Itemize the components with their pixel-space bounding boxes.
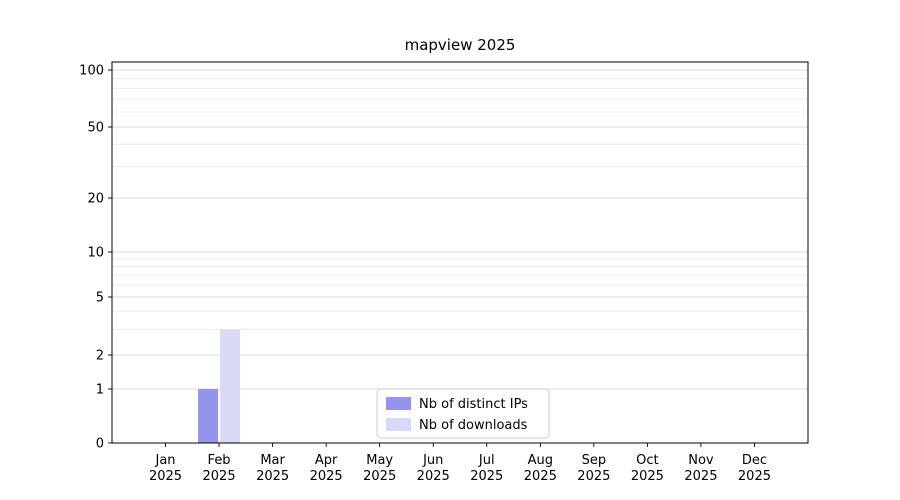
x-tick-label-month: Jun: [422, 453, 443, 468]
legend-swatch-nb-of-downloads: [386, 418, 411, 431]
bar-nb-of-distinct-ips-feb-2025: [198, 389, 219, 443]
x-tick-label-year: 2025: [684, 469, 717, 484]
x-tick-label-year: 2025: [256, 469, 289, 484]
x-tick-label-month: Feb: [208, 453, 231, 468]
y-tick-label: 0: [96, 437, 104, 452]
plot-border: [111, 61, 809, 444]
x-tick-label-month: Sep: [582, 453, 607, 468]
x-tick-label-year: 2025: [149, 469, 182, 484]
x-tick-label-year: 2025: [310, 469, 343, 484]
x-tick-label-year: 2025: [417, 469, 450, 484]
x-tick-label-month: Mar: [260, 453, 285, 468]
bars: [198, 329, 241, 443]
legend-label-nb-of-distinct-ips: Nb of distinct IPs: [419, 397, 528, 412]
y-tick-label: 50: [87, 121, 104, 136]
x-tick-label-month: Jul: [478, 453, 495, 468]
y-tick-label: 1: [96, 383, 104, 398]
x-tick-label-month: May: [366, 453, 393, 468]
x-tick-label-year: 2025: [524, 469, 557, 484]
chart-title: mapview 2025: [405, 36, 516, 54]
y-tick-label: 10: [87, 246, 104, 261]
legend-swatch-nb-of-distinct-ips: [386, 397, 411, 410]
bar-nb-of-downloads-feb-2025: [220, 329, 241, 443]
minor-gridlines: [112, 78, 808, 330]
x-tick-label-month: Dec: [742, 453, 767, 468]
x-tick-label-month: Nov: [688, 453, 714, 468]
y-tick-label: 5: [96, 291, 104, 306]
x-tick-label-year: 2025: [363, 469, 396, 484]
x-tick-label-year: 2025: [631, 469, 664, 484]
x-tick-label-month: Aug: [528, 453, 553, 468]
legend: Nb of distinct IPs Nb of downloads: [376, 388, 550, 439]
legend-box: [376, 388, 550, 439]
x-tick-label-month: Apr: [315, 453, 338, 468]
x-tick-label-year: 2025: [470, 469, 503, 484]
x-tick-label-month: Jan: [155, 453, 176, 468]
legend-label-nb-of-downloads: Nb of downloads: [419, 418, 528, 433]
major-gridlines: [112, 69, 808, 444]
y-tick-label: 100: [79, 64, 104, 79]
y-axis-ticks: 0 1 2 5 10 20 50 100: [79, 64, 112, 452]
x-tick-label-year: 2025: [577, 469, 610, 484]
x-tick-label-year: 2025: [738, 469, 771, 484]
x-tick-label-month: Oct: [636, 453, 658, 468]
x-axis-ticks: Jan2025Feb2025Mar2025Apr2025May2025Jun20…: [149, 443, 771, 484]
y-tick-label: 20: [87, 192, 104, 207]
x-tick-label-year: 2025: [203, 469, 236, 484]
y-tick-label: 2: [96, 349, 104, 364]
